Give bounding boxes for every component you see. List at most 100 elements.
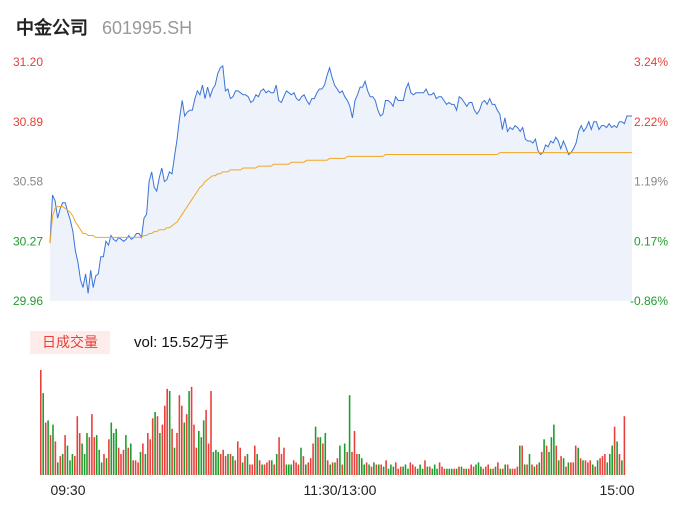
y-axis-left-tick-label: 30.27	[13, 234, 43, 248]
volume-bar	[202, 420, 205, 475]
volume-bar	[271, 460, 273, 475]
volume-bar	[419, 464, 421, 475]
volume-bar	[100, 462, 103, 475]
volume-bar	[589, 460, 592, 475]
volume-bar	[122, 449, 125, 475]
volume-bar	[178, 395, 181, 475]
volume-bar	[307, 462, 310, 475]
volume-bar	[382, 466, 385, 475]
volume-bar	[443, 468, 446, 475]
volume-bar	[519, 445, 521, 475]
volume-bar	[154, 412, 156, 475]
volume-bar	[322, 443, 324, 475]
volume-bar	[361, 458, 363, 475]
y-axis-right-tick-label: 3.24%	[634, 55, 668, 69]
volume-bar	[112, 433, 115, 475]
volume-bar	[468, 468, 470, 475]
volume-bar	[531, 464, 533, 475]
volume-bar	[300, 447, 302, 475]
volume-bar	[334, 462, 336, 475]
volume-bar	[370, 466, 373, 475]
volume-bar	[217, 451, 220, 475]
volume-bar	[268, 460, 271, 475]
volume-bar	[57, 462, 59, 475]
volume-bar	[207, 443, 210, 475]
volume-bar	[480, 466, 482, 475]
y-axis-left-tick-label: 29.96	[13, 294, 43, 308]
y-axis-right-tick-label: 0.17%	[634, 234, 668, 248]
volume-bar	[49, 435, 52, 475]
volume-bar	[511, 468, 514, 475]
volume-bar	[54, 441, 57, 475]
volume-bar	[618, 454, 621, 475]
volume-bar	[237, 441, 239, 475]
volume-bar	[227, 454, 229, 475]
volume-bar	[98, 449, 100, 475]
volume-bar	[356, 454, 358, 475]
volume-bar	[86, 433, 88, 475]
volume-bar	[472, 466, 475, 475]
volume-bar	[594, 466, 596, 475]
average-price-line	[49, 152, 632, 244]
volume-bar	[171, 428, 173, 475]
volume-bar	[69, 460, 71, 475]
volume-bar	[185, 414, 188, 475]
volume-bar	[504, 464, 506, 475]
volume-bar	[44, 422, 47, 475]
volume-bar	[156, 416, 159, 475]
volume-bar	[441, 466, 443, 475]
volume-bar	[144, 454, 147, 475]
volume-bar	[514, 468, 516, 475]
volume-bar	[553, 424, 555, 475]
volume-bar	[545, 445, 548, 475]
volume-bar	[117, 447, 120, 475]
volume-bar	[305, 464, 307, 475]
volume-bar	[190, 386, 193, 475]
volume-bar	[188, 391, 190, 475]
volume-bar	[83, 454, 86, 475]
volume-bar	[312, 443, 314, 475]
volume-bar	[465, 468, 468, 475]
volume-bar	[241, 462, 244, 475]
volume-bar	[453, 468, 455, 475]
volume-bar	[200, 437, 203, 475]
volume-bar	[621, 460, 623, 475]
volume-bar	[249, 464, 251, 475]
volume-bar	[599, 458, 601, 475]
volume-bar	[139, 451, 142, 475]
volume-bar	[246, 454, 249, 475]
volume-bar	[407, 468, 409, 475]
volume-bar	[336, 458, 339, 475]
x-axis-tick-label: 15:00	[599, 482, 634, 498]
y-axis-right-tick-label: 2.22%	[634, 115, 668, 129]
volume-bar	[40, 370, 42, 475]
volume-bar	[127, 447, 130, 475]
volume-bar	[168, 391, 171, 475]
volume-bar	[164, 405, 166, 475]
volume-bar	[288, 464, 290, 475]
y-axis-left-tick-label: 31.20	[13, 55, 43, 69]
volume-bar	[494, 466, 497, 475]
volume-bar	[91, 414, 93, 475]
volume-bar	[421, 468, 424, 475]
volume-bar	[448, 468, 451, 475]
volume-bar	[438, 462, 441, 475]
volume-bar	[266, 462, 268, 475]
volume-bar	[351, 451, 353, 475]
volume-bar	[147, 433, 149, 475]
volume-bar	[292, 460, 295, 475]
volume-bar	[528, 454, 531, 475]
daily-volume-tab[interactable]: 日成交量	[30, 331, 110, 354]
volume-bar	[125, 435, 127, 475]
volume-bar	[463, 468, 465, 475]
volume-bar	[375, 464, 378, 475]
volume-bar	[623, 416, 626, 475]
volume-bar	[341, 464, 344, 475]
volume-bar	[613, 426, 616, 475]
y-axis-right-tick-label: -0.86%	[630, 294, 668, 308]
volume-bar	[280, 454, 283, 475]
volume-bar	[151, 418, 154, 475]
stock-header: 中金公司 601995.SH	[16, 14, 192, 38]
volume-bar	[460, 466, 463, 475]
x-axis-tick-label: 11:30/13:00	[304, 482, 377, 498]
